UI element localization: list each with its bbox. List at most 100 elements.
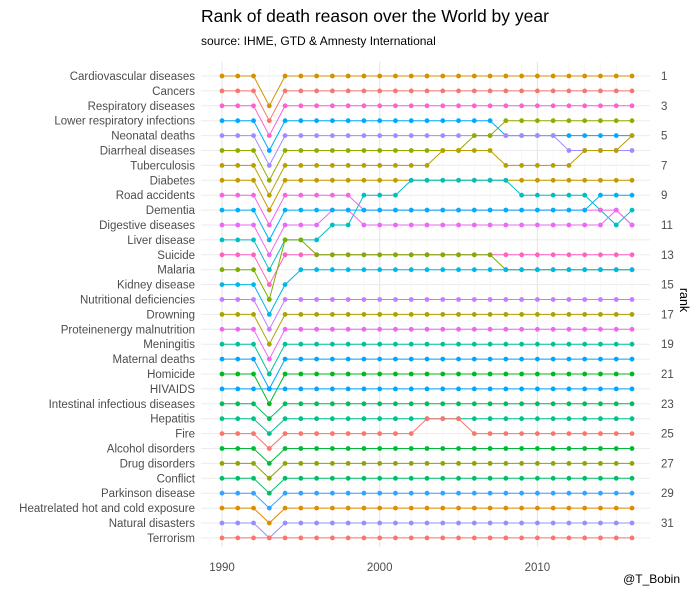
data-point bbox=[471, 505, 477, 511]
category-label: Liver disease bbox=[127, 235, 195, 247]
data-point bbox=[598, 490, 603, 496]
data-point bbox=[314, 192, 320, 198]
data-point bbox=[598, 446, 603, 451]
data-point bbox=[582, 431, 588, 436]
data-point bbox=[393, 133, 398, 139]
data-point bbox=[550, 312, 556, 317]
data-point bbox=[235, 297, 241, 302]
data-point bbox=[487, 386, 493, 392]
data-point bbox=[471, 446, 477, 451]
data-point bbox=[314, 222, 320, 228]
data-point bbox=[266, 192, 272, 198]
data-point bbox=[629, 401, 635, 407]
data-point bbox=[377, 505, 383, 511]
data-point bbox=[471, 103, 477, 109]
data-point bbox=[219, 401, 225, 407]
data-point bbox=[298, 520, 304, 526]
data-point bbox=[298, 356, 304, 362]
data-point bbox=[471, 356, 477, 362]
data-point bbox=[408, 461, 414, 466]
data-point bbox=[629, 267, 635, 273]
data-point bbox=[408, 535, 414, 541]
data-point bbox=[613, 535, 619, 541]
data-point bbox=[393, 118, 398, 124]
category-label: Digestive diseases bbox=[99, 220, 195, 232]
data-point bbox=[424, 371, 430, 377]
data-point bbox=[503, 371, 509, 377]
data-point bbox=[329, 431, 335, 436]
data-point bbox=[361, 103, 367, 109]
data-point bbox=[266, 326, 272, 332]
rank-tick-label: 11 bbox=[661, 220, 673, 232]
data-point bbox=[471, 118, 477, 124]
data-point bbox=[377, 446, 383, 451]
data-point bbox=[345, 312, 351, 317]
data-point bbox=[377, 535, 383, 541]
data-point bbox=[361, 148, 367, 153]
data-point bbox=[440, 118, 446, 124]
data-point bbox=[424, 222, 430, 228]
data-point bbox=[266, 490, 272, 496]
data-point bbox=[424, 297, 430, 302]
data-point bbox=[487, 535, 493, 541]
data-point bbox=[519, 356, 525, 362]
data-point bbox=[550, 297, 556, 302]
data-point bbox=[408, 371, 414, 377]
data-point bbox=[503, 461, 509, 466]
data-point bbox=[345, 386, 351, 392]
data-point bbox=[519, 326, 525, 332]
data-point bbox=[566, 222, 572, 228]
data-point bbox=[471, 267, 477, 273]
data-point bbox=[424, 103, 430, 109]
data-point bbox=[613, 446, 619, 451]
data-point bbox=[266, 386, 272, 392]
data-point bbox=[456, 222, 461, 228]
data-point bbox=[282, 103, 288, 109]
data-point bbox=[377, 88, 383, 94]
data-point bbox=[345, 326, 351, 332]
data-point bbox=[503, 520, 509, 526]
data-point bbox=[487, 371, 493, 377]
data-point bbox=[251, 446, 256, 451]
data-point bbox=[424, 475, 430, 481]
data-point bbox=[235, 163, 241, 168]
data-point bbox=[314, 431, 320, 436]
data-point bbox=[219, 312, 225, 317]
data-point bbox=[582, 401, 588, 407]
data-point bbox=[598, 356, 603, 362]
data-point bbox=[219, 163, 225, 168]
data-point bbox=[266, 282, 272, 287]
data-point bbox=[314, 103, 320, 109]
data-point bbox=[345, 133, 351, 139]
data-point bbox=[424, 88, 430, 94]
data-point bbox=[456, 252, 461, 258]
data-point bbox=[408, 207, 414, 213]
data-point bbox=[550, 535, 556, 541]
data-point bbox=[298, 163, 304, 168]
data-point bbox=[235, 207, 241, 213]
data-point bbox=[298, 446, 304, 451]
data-point bbox=[534, 356, 540, 362]
data-point bbox=[440, 386, 446, 392]
data-point bbox=[629, 222, 635, 228]
data-point bbox=[266, 520, 272, 526]
data-point bbox=[282, 401, 288, 407]
data-point bbox=[598, 103, 603, 109]
data-point bbox=[456, 371, 461, 377]
data-point bbox=[487, 401, 493, 407]
data-point bbox=[456, 341, 461, 347]
rank-tick-label: 21 bbox=[661, 369, 674, 381]
data-point bbox=[613, 371, 619, 377]
data-point bbox=[629, 207, 635, 213]
category-label: Neonatal deaths bbox=[111, 131, 195, 143]
data-point bbox=[314, 416, 320, 422]
data-point bbox=[598, 177, 603, 183]
data-point bbox=[424, 148, 430, 153]
data-point bbox=[408, 252, 414, 258]
data-point bbox=[519, 431, 525, 436]
data-point bbox=[361, 252, 367, 258]
data-point bbox=[314, 446, 320, 451]
data-point bbox=[298, 222, 304, 228]
data-point bbox=[424, 177, 430, 183]
data-point bbox=[519, 252, 525, 258]
